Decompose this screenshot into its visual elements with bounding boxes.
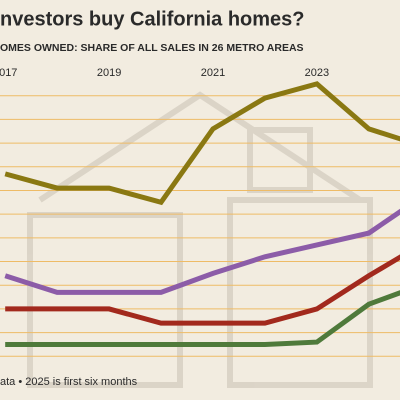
x-tick-label: 2021 xyxy=(201,67,225,79)
house-illustration xyxy=(27,91,373,388)
x-tick-label: 2023 xyxy=(305,67,329,79)
x-tick-label: 2019 xyxy=(97,67,121,79)
x-tick-label: 2017 xyxy=(0,67,17,79)
footnote: ata • 2025 is first six months xyxy=(0,376,138,388)
series-line xyxy=(4,208,400,295)
series-line xyxy=(5,254,400,326)
chart-title: nvestors buy California homes? xyxy=(0,8,305,30)
series-line xyxy=(5,290,400,347)
chart-subtitle: OMES OWNED: SHARE OF ALL SALES IN 26 MET… xyxy=(0,42,304,54)
series-line xyxy=(4,81,400,206)
